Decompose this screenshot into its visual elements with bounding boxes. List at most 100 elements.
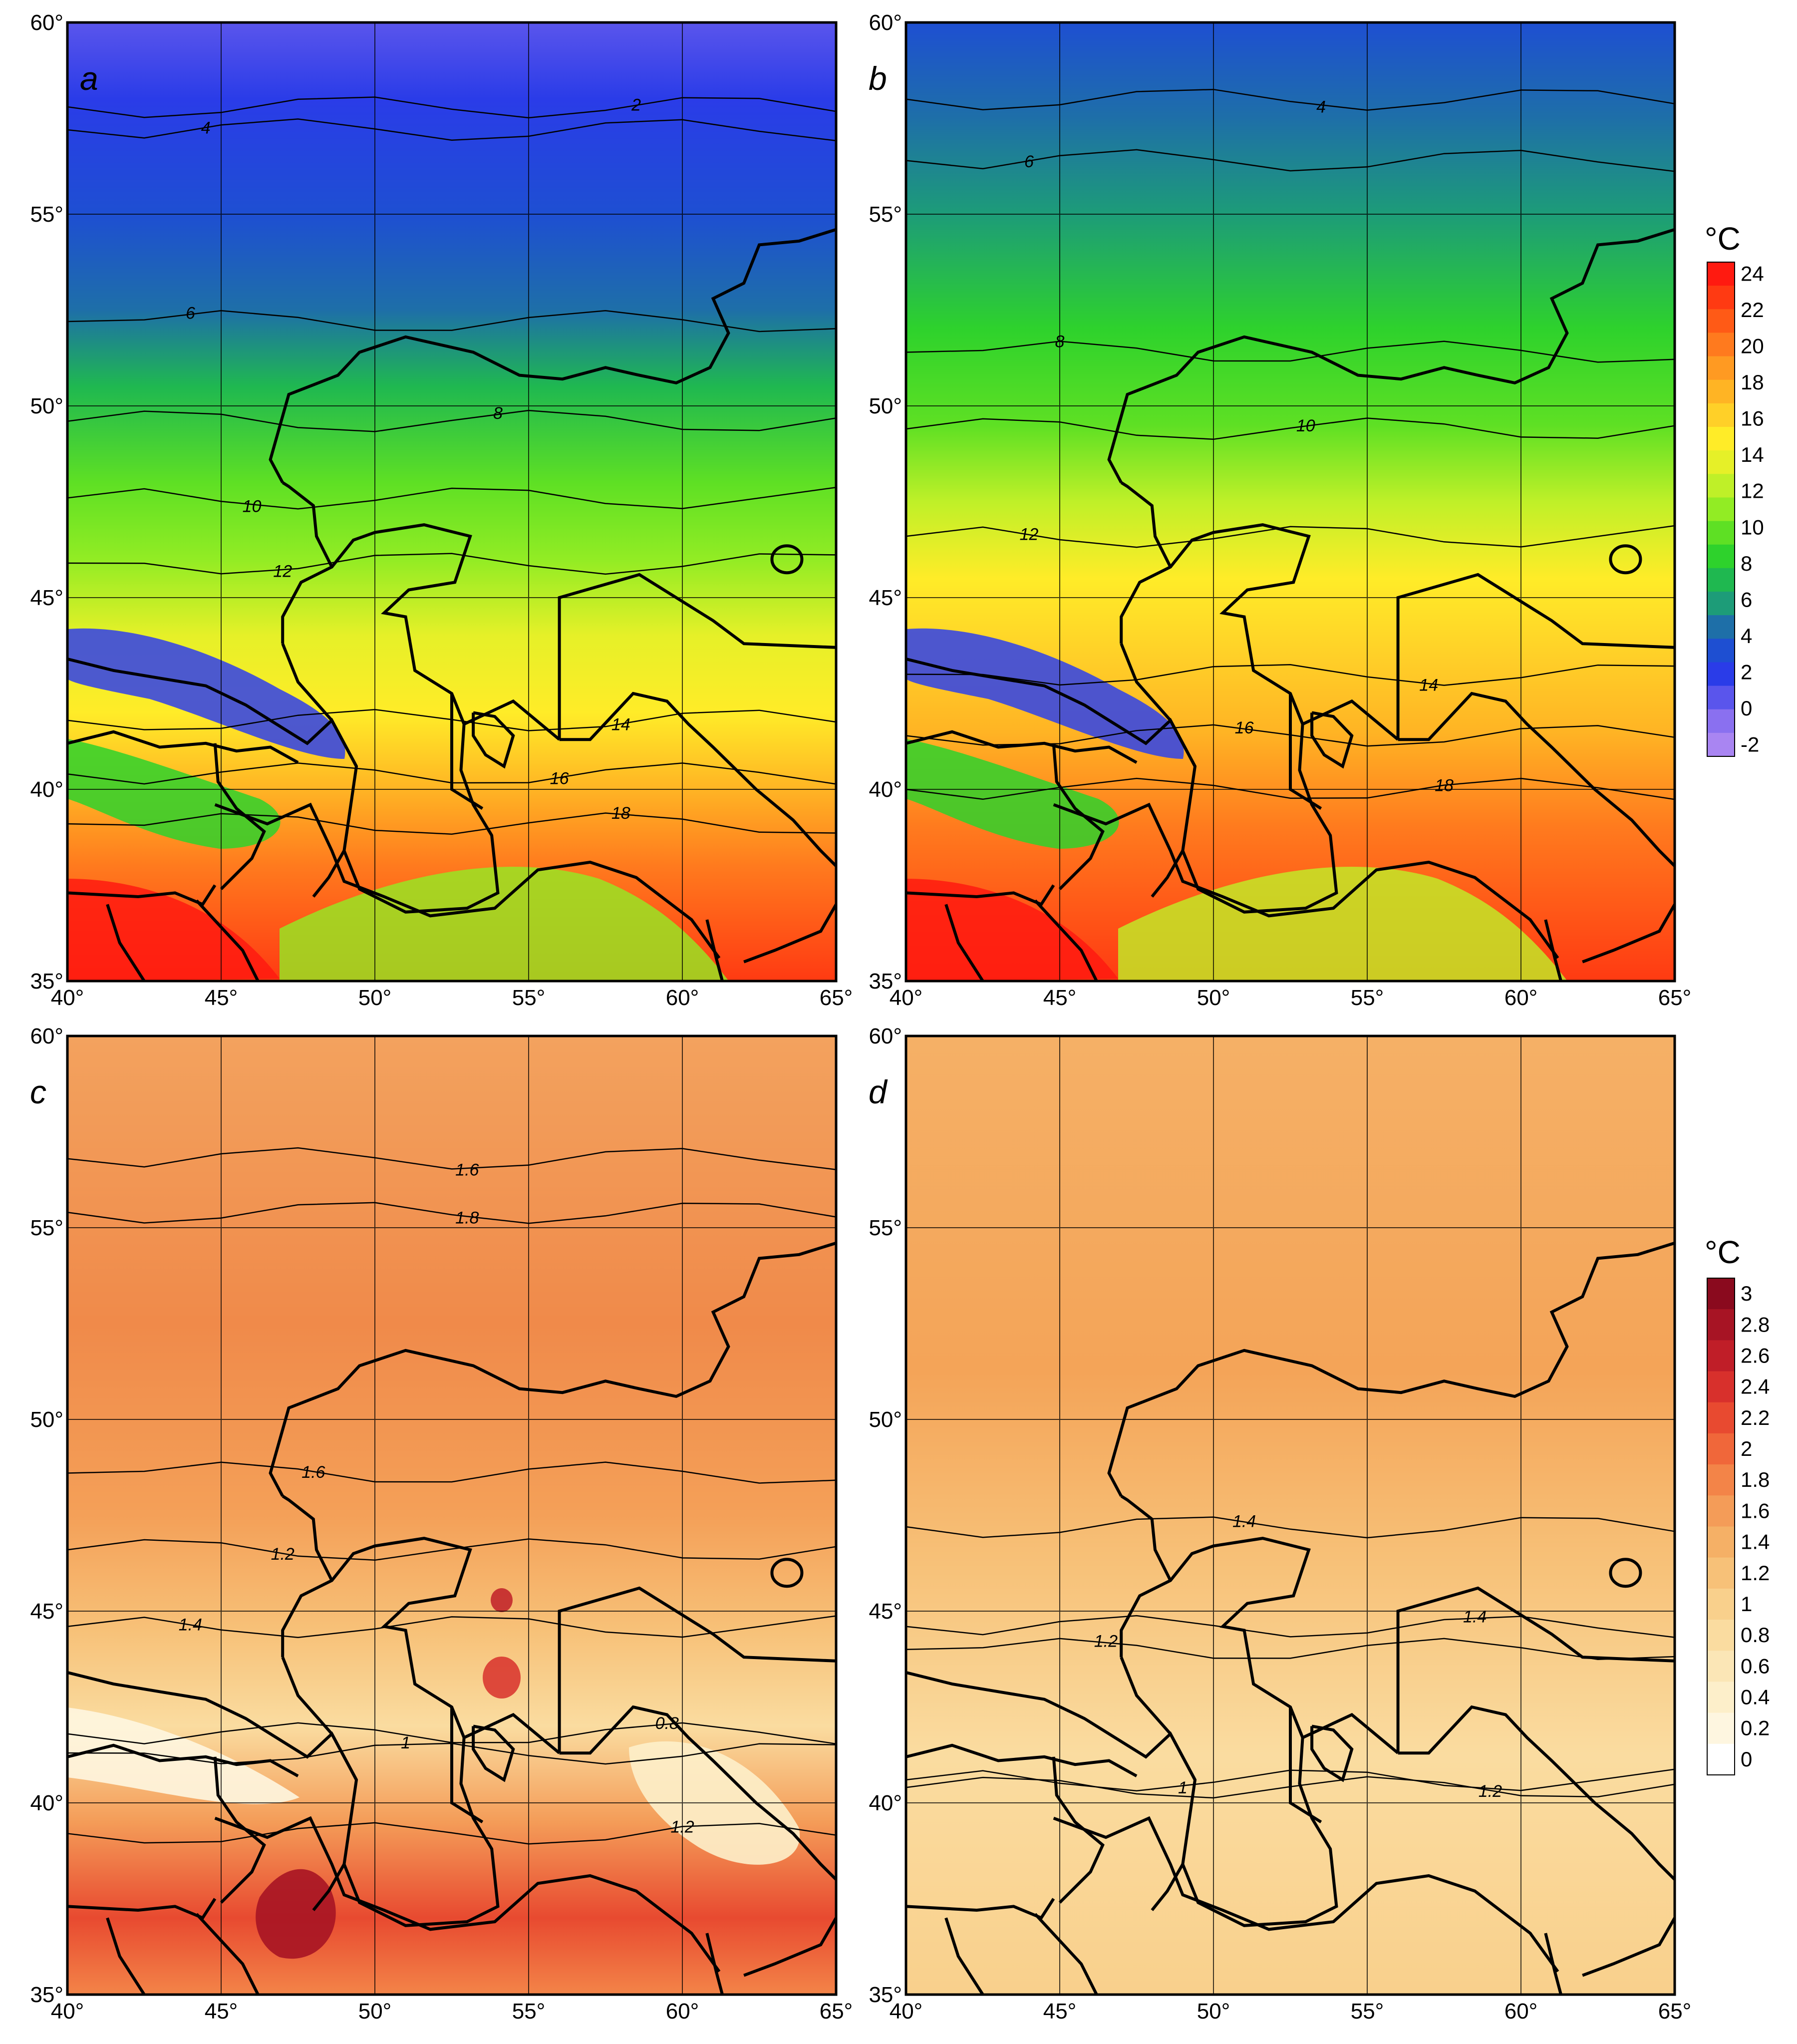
border-line <box>213 743 266 890</box>
panel-c: 1.81.61.61.21.411.20.8 40° 45° 50° 55° 60° 65… <box>30 1024 853 2024</box>
colorbar-swatch <box>1707 497 1735 522</box>
colorbar-swatch <box>1707 262 1735 286</box>
border-line <box>214 802 721 959</box>
caucasus-cold-region <box>906 628 1184 759</box>
south-highland-band <box>280 867 729 981</box>
colorbar-tick-label: 1.6 <box>1741 1499 1770 1522</box>
latitude-tick-label: 55° <box>869 202 902 227</box>
isoline-label: 1.4 <box>1232 1512 1256 1531</box>
colorbar-tick-label: 4 <box>1741 624 1752 648</box>
latitude-tick-label: 55° <box>30 1216 63 1240</box>
panel-a-features <box>67 628 729 981</box>
border-line <box>1052 1756 1105 1904</box>
isoline <box>67 1615 837 1638</box>
latitude-tick-label: 35° <box>30 969 63 994</box>
colorbar-swatch <box>1707 1402 1735 1434</box>
southwest-hot-region <box>906 879 1118 981</box>
isoline-label: 6 <box>186 304 195 323</box>
border-line <box>1120 523 1338 914</box>
border-line <box>1120 1495 1172 1581</box>
border-line <box>450 1707 484 1823</box>
isoline-label: 4 <box>1316 97 1326 116</box>
isoline-label: 18 <box>611 804 630 823</box>
site-marker-circle <box>770 544 804 575</box>
colorbar-tick-label: 0.4 <box>1741 1686 1770 1709</box>
border-line <box>463 699 561 741</box>
latitude-tick-label: 45° <box>869 1599 902 1624</box>
border-line <box>1302 1712 1399 1754</box>
colorbar-swatch <box>1707 1433 1735 1465</box>
isoline-label: 1.4 <box>1463 1607 1487 1626</box>
isoline <box>67 812 837 835</box>
southwest-hot-region <box>67 879 280 981</box>
border-line <box>67 1898 217 1920</box>
border-line <box>472 1724 515 1782</box>
border-line <box>906 1743 1138 1777</box>
isoline <box>67 409 837 432</box>
iran-cold-region <box>906 739 1119 849</box>
isoline-label: 1.8 <box>455 1208 479 1227</box>
caucasus-cold-region <box>67 628 345 759</box>
colorbar-tick-label: 3 <box>1741 1282 1752 1305</box>
latitude-tick-label: 60° <box>869 1024 902 1048</box>
colorbar-swatch <box>1707 1588 1735 1620</box>
longitude-tick-label: 60° <box>666 1999 699 2024</box>
colorbar-tick-label: 0.2 <box>1741 1716 1770 1740</box>
longitude-tick-label: 50° <box>1197 1999 1230 2024</box>
longitude-tick-label: 40° <box>890 986 923 1010</box>
south-caucasus-pale-region <box>67 1707 300 1804</box>
border-line <box>195 1913 260 1995</box>
border-line <box>906 1898 1055 1920</box>
border-line <box>1398 1705 1675 1881</box>
isoline-label: 2 <box>631 96 641 115</box>
colorbar-tick-label: 12 <box>1741 479 1764 503</box>
colorbar-tick-label: -2 <box>1741 732 1759 756</box>
isoline <box>67 486 837 510</box>
colorbar-swatch <box>1707 1651 1735 1682</box>
colorbar-swatch <box>1707 1712 1735 1744</box>
border-line <box>312 1863 346 1911</box>
border-line <box>906 730 1138 764</box>
isoline <box>905 417 1675 440</box>
panel-d-borders <box>906 1241 1675 1995</box>
isoline-label: 8 <box>1055 333 1065 351</box>
colorbar-tick-label: 24 <box>1741 262 1764 286</box>
isoline <box>905 1516 1675 1539</box>
colorbar-swatch <box>1707 615 1735 639</box>
border-line <box>559 1705 836 1881</box>
isoline <box>67 1461 837 1484</box>
border-line <box>67 730 299 764</box>
border-line <box>1107 1241 1675 1497</box>
kara-bogaz-hot-spot <box>483 1657 521 1699</box>
colorbar-tick-label: 1.4 <box>1741 1530 1770 1554</box>
panel-c-borders <box>67 1241 836 1995</box>
longitude-tick-label: 60° <box>1504 986 1538 1010</box>
colorbar-swatch <box>1707 1557 1735 1589</box>
border-line <box>67 884 217 907</box>
site-marker-circle <box>1609 544 1642 575</box>
longitude-tick-label: 55° <box>512 1999 546 2024</box>
latitude-tick-label: 50° <box>30 1407 63 1432</box>
latitude-tick-label: 40° <box>30 777 63 802</box>
colorbar-tick-label: 8 <box>1741 552 1752 575</box>
border-line <box>195 899 260 981</box>
panel-d-grid <box>906 1036 1675 1995</box>
border-line <box>1052 743 1105 890</box>
border-line <box>1544 919 1562 981</box>
colorbar-difference-unit: °C <box>1705 1234 1741 1270</box>
border-line <box>1120 1537 1338 1927</box>
longitude-tick-label: 50° <box>358 1999 392 2024</box>
latitude-tick-label: 45° <box>30 586 63 610</box>
colorbar-tick-label: 2 <box>1741 660 1752 683</box>
panel-d-ticks: 40° 45° 50° 55° 60° 65°60°55°50°45°40°35° <box>869 1024 1691 2024</box>
border-line <box>1289 693 1322 810</box>
longitude-tick-label: 60° <box>666 986 699 1010</box>
colorbar-swatch <box>1707 521 1735 545</box>
colorbar-tick-label: 0.6 <box>1741 1654 1770 1678</box>
border-line <box>906 884 1055 907</box>
colorbar-swatch <box>1707 1495 1735 1527</box>
panel-b-frame <box>904 21 1676 983</box>
border-line <box>282 481 333 568</box>
